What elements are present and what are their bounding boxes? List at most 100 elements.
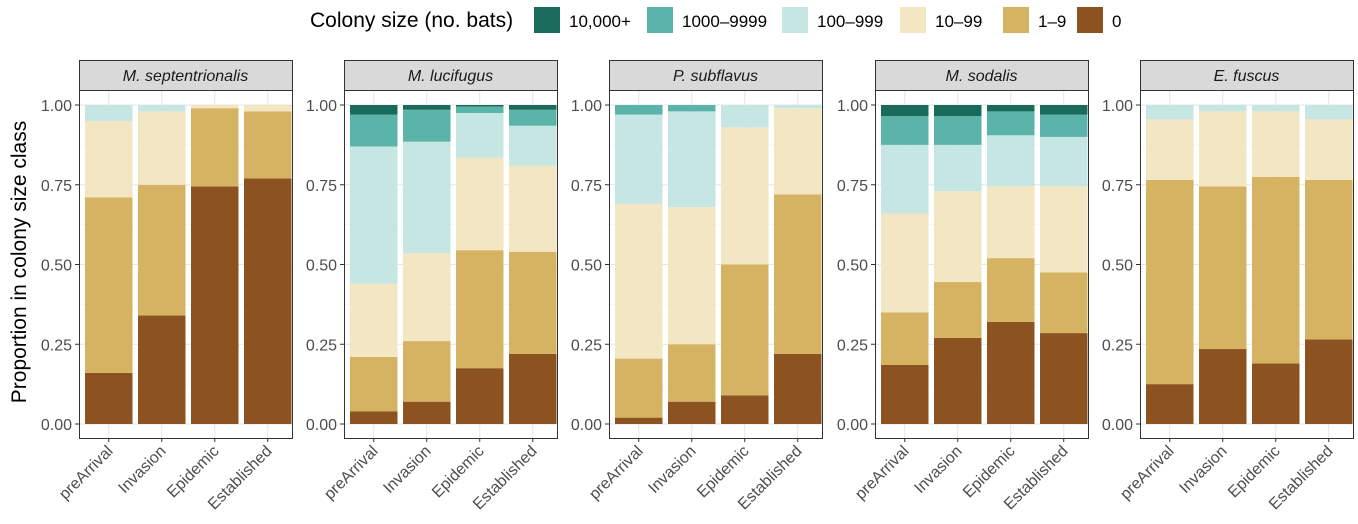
bar-segment-invasion-1000-9999: [934, 116, 982, 145]
bar-segment-prearrival-1-9: [881, 312, 929, 365]
legend-entry-100-999: 100–999: [782, 7, 883, 33]
y-tick-label: 0.00: [571, 417, 602, 434]
legend-title: Colony size (no. bats): [310, 9, 513, 32]
facet-title: M. septentrionalis: [123, 68, 248, 85]
bar-segment-epidemic-1-9: [987, 258, 1035, 322]
legend-swatch: [1003, 7, 1029, 33]
legend-entry-1-9: 1–9: [1003, 7, 1066, 33]
bar-segment-invasion-1-9: [934, 282, 982, 338]
legend-label: 10–99: [935, 12, 982, 31]
bar-segment-prearrival-1-9: [350, 357, 398, 412]
x-tick-label: preArrival: [852, 443, 912, 503]
bar-segment-invasion-100-999: [668, 111, 716, 208]
bar-segment-prearrival-10-000: [350, 105, 398, 115]
legend-entry-0: 0: [1077, 7, 1121, 33]
bar-segment-invasion-1-9: [138, 184, 186, 316]
bar-segment-established-10-99: [774, 108, 822, 195]
legend-label: 1–9: [1038, 12, 1066, 31]
y-tick-label: 1.00: [571, 98, 602, 115]
bar-segment-invasion-1-9: [403, 341, 451, 402]
facet-strip: [344, 60, 558, 91]
y-tick-label: 0.75: [41, 178, 72, 195]
y-axis: 0.00 0.25 0.50 0.75 1.00: [41, 98, 79, 434]
bars: [85, 105, 292, 424]
bar-segment-invasion-1-9: [1199, 186, 1247, 350]
y-tick-label: 0.50: [837, 258, 868, 275]
bar-segment-established-10-99: [509, 165, 557, 252]
panel-border: [1140, 90, 1354, 439]
facet-title: E. fuscus: [1214, 68, 1280, 85]
legend-label: 100–999: [817, 12, 883, 31]
bar-segment-prearrival-0: [350, 411, 398, 424]
legend: Colony size (no. bats) 10,000+ 1000–9999 10…: [310, 7, 1121, 33]
bar-segment-invasion-1000-9999: [403, 109, 451, 142]
bar-segment-invasion-0: [668, 401, 716, 424]
bar-segment-epidemic-100-999: [1252, 105, 1300, 112]
bar-segment-established-0: [244, 178, 292, 424]
y-axis: 0.00 0.25 0.50 0.75 1.00: [837, 98, 875, 434]
bar-segment-prearrival-10-99: [350, 283, 398, 358]
panel-e-fuscus: E. fuscus 0.00 0.25 0.50 0.75 1.00 preArrivalI…: [1102, 60, 1354, 513]
legend-label: 0: [1112, 12, 1121, 31]
x-tick-label: preArrival: [1117, 443, 1177, 503]
bar-segment-established-10-99: [244, 105, 292, 112]
bar-segment-epidemic-1-9: [1252, 176, 1300, 364]
bar-segment-epidemic-1000-9999: [456, 106, 504, 113]
bar-segment-prearrival-10-000: [881, 105, 929, 117]
bar-segment-epidemic-10-000: [987, 105, 1035, 112]
y-tick-label: 0.50: [306, 258, 337, 275]
bar-segment-epidemic-1-9: [456, 250, 504, 369]
y-axis: 0.00 0.25 0.50 0.75 1.00: [571, 98, 609, 434]
panel-p-subflavus: P. subflavus 0.00 0.25 0.50 0.75 1.00 preArriv…: [571, 60, 823, 513]
facet-title: P. subflavus: [673, 68, 758, 85]
bar-segment-invasion-10-000: [934, 105, 982, 117]
y-tick-label: 1.00: [41, 98, 72, 115]
bar-segment-invasion-100-999: [934, 144, 982, 192]
bar-segment-prearrival-0: [881, 364, 929, 424]
y-tick-label: 0.50: [41, 258, 72, 275]
panel-m-sodalis: M. sodalis 0.00 0.25 0.50 0.75 1.00 preArrival…: [837, 60, 1089, 513]
bar-segment-prearrival-10-99: [615, 203, 663, 359]
bar-segment-epidemic-10-99: [191, 105, 239, 109]
bar-segment-epidemic-10-99: [456, 157, 504, 251]
bars: [1146, 105, 1353, 424]
bar-segment-established-10-99: [1040, 186, 1088, 273]
legend-label: 1000–9999: [682, 12, 767, 31]
y-tick-label: 0.00: [41, 417, 72, 434]
panel-border: [609, 90, 823, 439]
legend-entry-10-000: 10,000+: [534, 7, 631, 33]
bar-segment-prearrival-10-99: [881, 213, 929, 313]
y-tick-label: 0.75: [1102, 178, 1133, 195]
bar-segment-invasion-0: [403, 401, 451, 424]
x-tick-label: preArrival: [56, 443, 116, 503]
bar-segment-invasion-1000-9999: [668, 105, 716, 112]
bar-segment-prearrival-0: [1146, 384, 1194, 424]
legend-entry-10-99: 10–99: [900, 7, 982, 33]
bar-segment-epidemic-100-999: [721, 105, 769, 128]
bar-segment-invasion-0: [1199, 349, 1247, 424]
legend-swatch: [534, 7, 560, 33]
bar-segment-epidemic-1000-9999: [987, 111, 1035, 136]
y-axis: 0.00 0.25 0.50 0.75 1.00: [306, 98, 344, 434]
y-tick-label: 0.25: [837, 337, 868, 354]
y-tick-label: 0.50: [1102, 258, 1133, 275]
bar-segment-epidemic-1-9: [721, 264, 769, 396]
legend-swatch: [1077, 7, 1103, 33]
facet-strip: [79, 60, 293, 91]
bar-segment-prearrival-10-99: [85, 120, 133, 198]
bar-segment-prearrival-1000-9999: [615, 105, 663, 115]
bar-segment-established-1-9: [1305, 179, 1353, 340]
bar-segment-invasion-100-999: [403, 141, 451, 254]
bar-segment-established-10-99: [1305, 119, 1353, 180]
y-tick-label: 1.00: [1102, 98, 1133, 115]
y-tick-label: 0.25: [41, 337, 72, 354]
bar-segment-epidemic-10-99: [987, 186, 1035, 259]
bar-segment-prearrival-0: [85, 372, 133, 424]
bar-segment-invasion-10-99: [668, 207, 716, 345]
y-tick-label: 0.75: [306, 178, 337, 195]
bar-segment-invasion-100-999: [1199, 105, 1247, 112]
